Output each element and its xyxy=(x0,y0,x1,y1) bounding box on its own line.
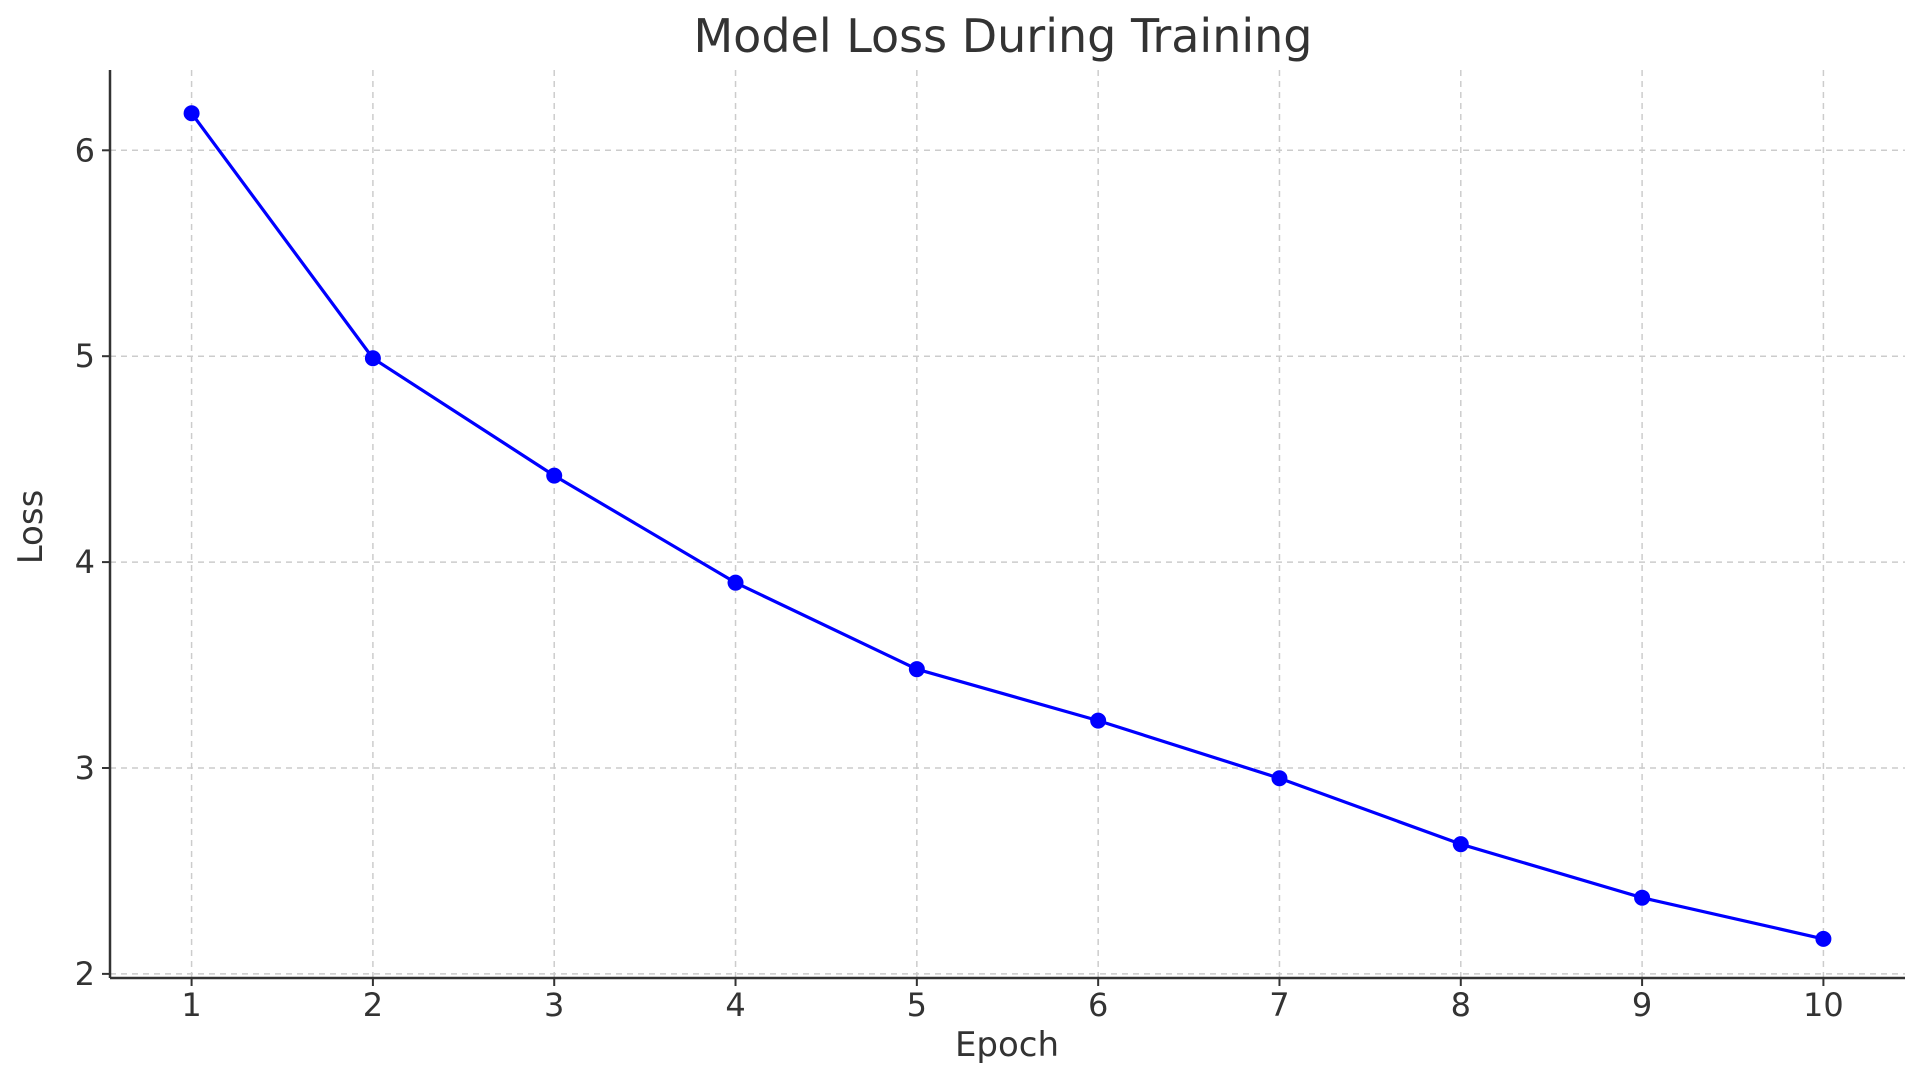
x-tick-label: 8 xyxy=(1451,986,1471,1024)
x-tick-label: 7 xyxy=(1269,986,1289,1024)
x-ticks: 1 2 3 4 5 6 7 8 9 10 xyxy=(181,978,1844,1024)
data-point-epoch-2 xyxy=(364,350,381,367)
x-tick-label: 9 xyxy=(1632,986,1652,1024)
y-tick-label: 2 xyxy=(75,955,95,993)
x-tick-label: 2 xyxy=(363,986,383,1024)
y-tick-label: 4 xyxy=(75,543,95,581)
loss-series-line xyxy=(189,111,1826,941)
x-tick-label: 5 xyxy=(907,986,927,1024)
x-axis-label: Epoch xyxy=(955,1025,1059,1065)
y-tick-label: 6 xyxy=(75,131,95,169)
x-tick-label: 10 xyxy=(1803,986,1844,1024)
y-ticks: 2 3 4 5 6 xyxy=(75,131,110,993)
x-tick-label: 3 xyxy=(544,986,564,1024)
data-point-epoch-5 xyxy=(908,661,925,678)
data-point-epoch-6 xyxy=(1090,712,1107,729)
x-tick-label: 1 xyxy=(181,986,201,1024)
y-tick-label: 5 xyxy=(75,337,95,375)
data-point-epoch-3 xyxy=(546,467,563,484)
x-tick-label: 4 xyxy=(725,986,745,1024)
x-tick-label: 6 xyxy=(1088,986,1108,1024)
data-point-epoch-8 xyxy=(1452,836,1469,853)
data-point-epoch-7 xyxy=(1271,770,1288,787)
data-point-epoch-9 xyxy=(1634,889,1651,906)
data-point-epoch-1 xyxy=(183,105,200,122)
y-tick-label: 3 xyxy=(75,749,95,787)
y-axis-label: Loss xyxy=(11,490,51,565)
chart-title: Model Loss During Training xyxy=(693,9,1312,63)
data-point-epoch-4 xyxy=(727,574,744,591)
series-layer xyxy=(183,105,1832,947)
grid xyxy=(110,70,1905,978)
data-point-epoch-10 xyxy=(1815,930,1832,947)
